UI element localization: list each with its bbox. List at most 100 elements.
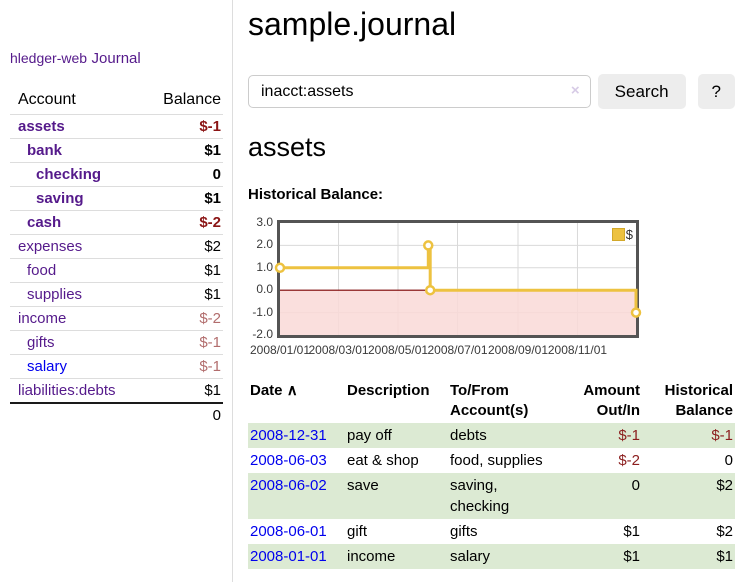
brand-link[interactable]: hledger-web bbox=[10, 50, 88, 66]
legend-swatch-icon bbox=[611, 228, 625, 241]
chart-canvas bbox=[274, 223, 642, 335]
register-date-cell: 2008-06-03 bbox=[248, 448, 345, 473]
x-axis-tick-label: 2008/09/01 bbox=[487, 343, 548, 357]
sidebar-account-link[interactable]: liabilities:debts bbox=[18, 382, 116, 399]
x-axis-tick-label: 2008/07/01 bbox=[427, 343, 488, 357]
sidebar-account-link[interactable]: saving bbox=[36, 190, 84, 207]
register-balance-cell: $2 bbox=[716, 523, 733, 540]
data-point-marker bbox=[274, 262, 286, 274]
register-accounts-cell: gifts bbox=[450, 523, 478, 540]
register-description-cell: gift bbox=[347, 523, 368, 540]
sidebar-account-balance: $-1 bbox=[140, 330, 223, 355]
sidebar-account-link[interactable]: cash bbox=[27, 214, 62, 231]
sidebar-account-balance: $1 bbox=[140, 138, 223, 163]
sidebar-account-balance: 0 bbox=[140, 162, 223, 187]
page-title: sample.journal bbox=[248, 6, 457, 42]
data-point-marker bbox=[424, 284, 436, 296]
search-form: × Search ? bbox=[248, 74, 735, 109]
y-axis-tick-label: 0.0 bbox=[256, 282, 273, 297]
sidebar-account-cell: bank bbox=[10, 138, 141, 163]
sidebar-account-cell: food bbox=[10, 258, 141, 283]
x-axis-tick-label: 2008/05/01 bbox=[367, 343, 429, 357]
register-column-header[interactable]: Date ∧ bbox=[248, 379, 345, 423]
chart-legend: $ bbox=[611, 227, 633, 242]
register-column-header-text: Amount bbox=[583, 382, 640, 399]
y-axis-tick-label: -1.0 bbox=[252, 304, 273, 319]
accounts-total-spacer bbox=[10, 402, 141, 427]
sidebar-account-row: saving $1 bbox=[10, 186, 223, 211]
sidebar-account-row: expenses $2 bbox=[10, 234, 223, 259]
sidebar-account-balance: $1 bbox=[140, 378, 223, 404]
register-amount-cell: $1 bbox=[623, 523, 640, 540]
register-column-header-text: To/From bbox=[450, 382, 509, 399]
register-column-header: To/From Account(s) bbox=[448, 379, 560, 423]
search-input[interactable] bbox=[248, 75, 591, 108]
register-column-header-text: Description bbox=[347, 382, 430, 399]
register-column-header-text: Date bbox=[250, 382, 283, 399]
register-accounts-cell: food, supplies bbox=[450, 452, 543, 469]
sidebar-account-row: supplies $1 bbox=[10, 282, 223, 307]
transaction-date-link[interactable]: 2008-06-02 bbox=[250, 477, 327, 494]
account-column-header: Account bbox=[10, 88, 141, 115]
register-description-cell: eat & shop bbox=[347, 452, 419, 469]
negative-region bbox=[280, 290, 636, 335]
transaction-date-link[interactable]: 2008-12-31 bbox=[250, 427, 327, 444]
y-axis-tick-label: -2.0 bbox=[252, 327, 273, 341]
help-button[interactable]: ? bbox=[697, 74, 735, 109]
x-axis-tick-label: 2008/11/01 bbox=[547, 343, 608, 357]
accounts-table-body: assets $-1 bank $1 checking 0 saving $1 cash $-2 e… bbox=[10, 114, 223, 404]
sidebar-account-row: checking 0 bbox=[10, 162, 223, 187]
register-column-header-text: Out/In bbox=[596, 402, 640, 419]
register-accounts-cell: salary bbox=[450, 548, 491, 565]
sidebar-account-row: bank $1 bbox=[10, 138, 223, 163]
legend-label: $ bbox=[625, 227, 633, 242]
sidebar-account-cell: expenses bbox=[10, 234, 141, 259]
register-balance-cell: $1 bbox=[716, 548, 733, 565]
sidebar-account-cell: cash bbox=[10, 210, 141, 235]
sidebar-account-cell: saving bbox=[10, 186, 141, 211]
data-point-marker bbox=[630, 307, 642, 318]
clear-search-icon[interactable]: × bbox=[570, 82, 580, 99]
sidebar-account-link[interactable]: expenses bbox=[18, 238, 83, 255]
sidebar-account-link[interactable]: checking bbox=[36, 166, 102, 183]
search-button[interactable]: Search bbox=[597, 74, 686, 109]
register-table-header: Date ∧ Description To/From Account(s) Amount… bbox=[248, 379, 735, 423]
main-content: sample.journal × Search ? assets Histori… bbox=[234, 0, 742, 582]
sidebar-account-cell: gifts bbox=[10, 330, 141, 355]
register-column-header: Amount Out/In bbox=[560, 379, 642, 423]
register-row: 2008-06-01 gift gifts $1 $2 bbox=[248, 519, 735, 544]
transaction-date-link[interactable]: 2008-01-01 bbox=[250, 548, 327, 565]
sidebar-account-row: assets $-1 bbox=[10, 114, 223, 139]
sidebar-account-link[interactable]: assets bbox=[18, 118, 65, 135]
transaction-date-link[interactable]: 2008-06-03 bbox=[250, 452, 327, 469]
sidebar-account-link[interactable]: supplies bbox=[27, 286, 83, 303]
register-column-header-text: Historical bbox=[664, 382, 733, 399]
sidebar-item-journal[interactable]: Journal bbox=[91, 50, 141, 67]
search-box: × bbox=[248, 75, 591, 108]
register-date-cell: 2008-01-01 bbox=[248, 544, 345, 569]
register-table-body: 2008-12-31 pay off debts $-1 $-1 2008-06-03 ea… bbox=[248, 423, 735, 569]
sidebar-account-link[interactable]: bank bbox=[27, 142, 63, 159]
register-amount-cell: $-2 bbox=[618, 452, 640, 469]
transaction-date-link[interactable]: 2008-06-01 bbox=[250, 523, 327, 540]
register-date-cell: 2008-12-31 bbox=[248, 423, 345, 448]
sidebar-account-link[interactable]: food bbox=[27, 262, 57, 279]
sort-ascending-icon: ∧ bbox=[286, 382, 298, 399]
accounts-total-row: 0 bbox=[10, 402, 223, 427]
data-point-marker bbox=[423, 240, 434, 251]
sidebar-account-link[interactable]: salary bbox=[27, 358, 68, 375]
chart-plot-area[interactable]: $ bbox=[274, 220, 642, 338]
sidebar-account-row: food $1 bbox=[10, 258, 223, 283]
register-accounts-cell: saving, checking bbox=[450, 477, 510, 515]
y-axis-tick-label: 3.0 bbox=[256, 215, 273, 229]
register-row: 2008-01-01 income salary $1 $1 bbox=[248, 544, 735, 569]
y-axis-tick-label: 2.0 bbox=[256, 237, 273, 252]
accounts-table: Account Balance assets $-1 bank $1 checking 0… bbox=[10, 88, 223, 427]
sidebar-account-row: salary $-1 bbox=[10, 354, 223, 379]
sidebar-account-link[interactable]: income bbox=[18, 310, 67, 327]
sidebar-account-cell: income bbox=[10, 306, 141, 331]
sidebar-account-link[interactable]: gifts bbox=[27, 334, 55, 351]
sidebar-account-cell: supplies bbox=[10, 282, 141, 307]
register-date-cell: 2008-06-01 bbox=[248, 519, 345, 544]
register-row: 2008-12-31 pay off debts $-1 $-1 bbox=[248, 423, 735, 448]
